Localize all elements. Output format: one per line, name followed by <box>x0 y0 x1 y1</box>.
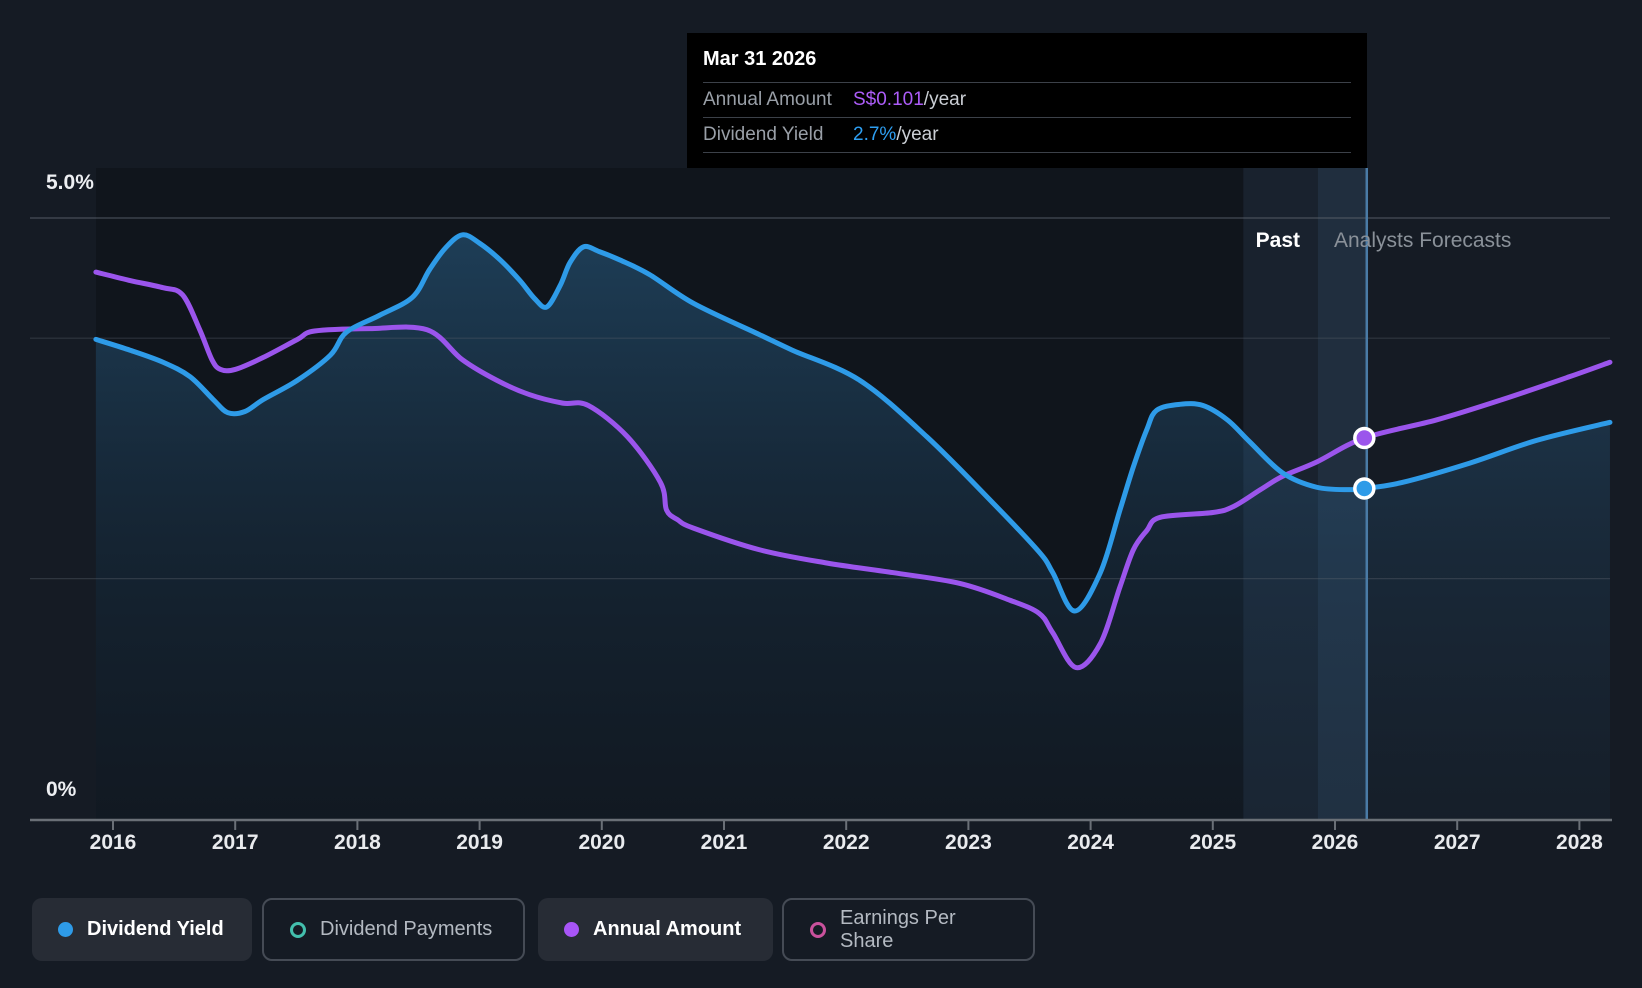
x-tick-label: 2018 <box>334 831 381 854</box>
chart-tooltip: Mar 31 2026 Annual Amount S$0.101/year Di… <box>687 33 1367 168</box>
tooltip-label: Annual Amount <box>703 89 832 110</box>
legend-label: Dividend Yield <box>87 918 224 940</box>
legend-label: Earnings Per Share <box>840 906 956 952</box>
y-axis-top-label: 5.0% <box>46 171 94 194</box>
tooltip-date: Mar 31 2026 <box>703 48 817 70</box>
x-tick-label: 2016 <box>89 831 137 854</box>
annual-amount-line <box>93 269 1613 671</box>
dividend-payments-ring-icon <box>290 921 306 938</box>
x-tick-label: 2022 <box>822 831 870 854</box>
tooltip-suffix: /year <box>923 89 967 110</box>
annual-amount-marker <box>1353 426 1376 450</box>
legend-item-dividend-payments[interactable]: Dividend Payments <box>262 898 525 961</box>
dividend-yield-area <box>95 234 1611 819</box>
legend-label: Annual Amount <box>593 918 742 940</box>
legend-item-dividend-yield[interactable]: Dividend Yield <box>32 898 252 961</box>
x-tick-label: 2024 <box>1067 831 1114 854</box>
earnings-per-share-ring-icon <box>810 921 826 938</box>
x-tick-label: 2027 <box>1433 831 1481 854</box>
x-tick-label: 2025 <box>1189 831 1237 854</box>
x-tick-label: 2021 <box>700 831 748 854</box>
annual-amount-dot-icon <box>564 922 579 937</box>
legend-item-annual-amount[interactable]: Annual Amount <box>538 898 773 961</box>
dividend-yield-marker <box>1353 477 1376 500</box>
tooltip-value: 2.7% <box>853 124 897 145</box>
legend-item-earnings-per-share[interactable]: Earnings Per Share <box>782 898 1035 961</box>
tooltip-suffix: /year <box>896 124 939 145</box>
x-tick-label: 2028 <box>1556 831 1603 854</box>
legend-label: Dividend Payments <box>320 918 493 940</box>
tooltip-row-annual-amount: Annual Amount S$0.101/year <box>703 82 1351 117</box>
past-era-label: Past <box>1255 229 1300 252</box>
y-axis-bottom-label: 0% <box>46 778 77 801</box>
dividend-yield-dot-icon <box>58 922 73 937</box>
tooltip-value: S$0.101 <box>853 89 924 110</box>
x-tick-label: 2019 <box>456 831 503 854</box>
forecast-era-label: Analysts Forecasts <box>1334 229 1512 252</box>
tooltip-row-dividend-yield: Dividend Yield 2.7%/year <box>703 117 1351 153</box>
x-tick-label: 2023 <box>945 831 992 854</box>
tooltip-label: Dividend Yield <box>703 124 824 145</box>
dividend-yield-line <box>93 232 1613 614</box>
x-tick-label: 2020 <box>578 831 626 854</box>
x-tick-label: 2017 <box>211 831 259 854</box>
x-tick-label: 2026 <box>1311 831 1359 854</box>
